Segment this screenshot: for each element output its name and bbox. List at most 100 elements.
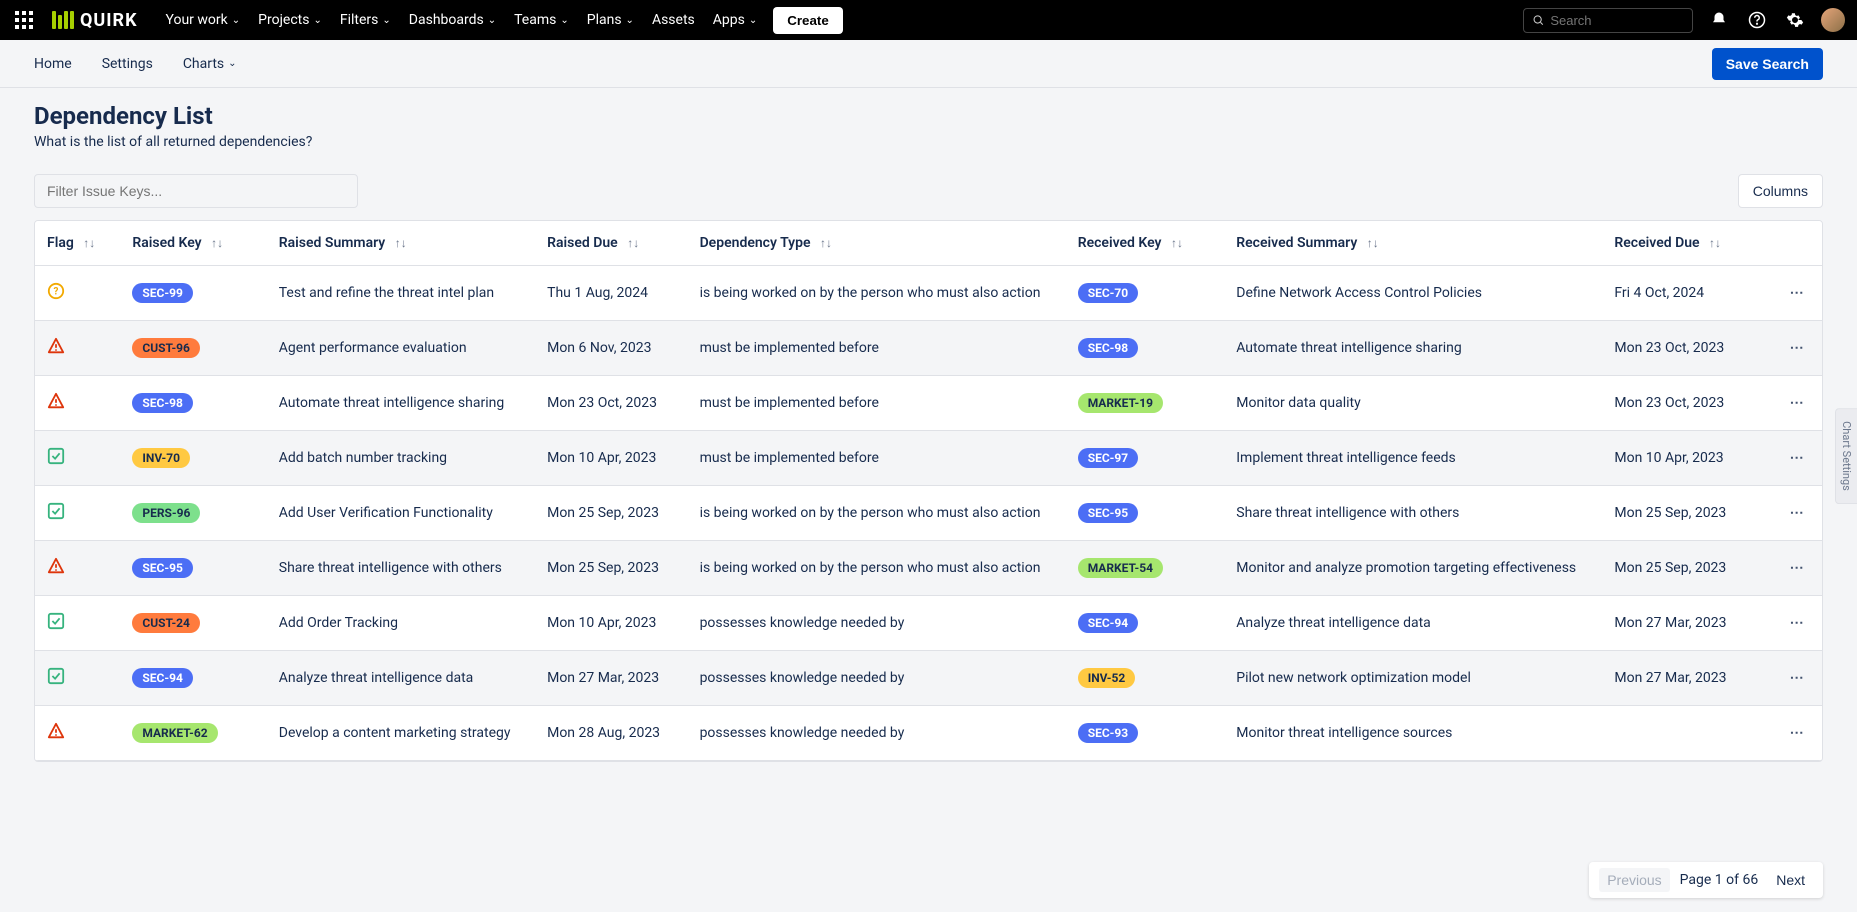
warning-flag-icon — [47, 722, 65, 740]
columns-button[interactable]: Columns — [1738, 174, 1823, 208]
issue-key-badge[interactable]: SEC-93 — [1078, 723, 1139, 743]
issue-key-badge[interactable]: MARKET-19 — [1078, 393, 1163, 413]
received-due: Mon 27 Mar, 2023 — [1602, 651, 1773, 706]
dependency-type: possesses knowledge needed by — [688, 651, 1066, 706]
column-header-raised-due[interactable]: Raised Due ↑↓ — [535, 221, 687, 266]
question-flag-icon: ? — [47, 282, 65, 300]
chevron-down-icon: ⌄ — [228, 58, 236, 69]
row-actions-icon[interactable]: ⋯ — [1790, 395, 1806, 411]
raised-due: Mon 10 Apr, 2023 — [535, 596, 687, 651]
issue-key-badge[interactable]: SEC-98 — [1078, 338, 1139, 358]
column-header-raised-key[interactable]: Raised Key ↑↓ — [120, 221, 266, 266]
previous-button[interactable]: Previous — [1599, 868, 1669, 892]
raised-summary: Add batch number tracking — [267, 431, 535, 486]
subnav-item-charts[interactable]: Charts⌄ — [183, 56, 237, 72]
issue-key-badge[interactable]: SEC-70 — [1078, 283, 1139, 303]
issue-key-badge[interactable]: PERS-96 — [132, 503, 200, 523]
column-header-dependency-type[interactable]: Dependency Type ↑↓ — [688, 221, 1066, 266]
issue-key-badge[interactable]: SEC-95 — [1078, 503, 1139, 523]
received-summary: Monitor data quality — [1224, 376, 1602, 431]
raised-due: Mon 6 Nov, 2023 — [535, 321, 687, 376]
toolbar: Columns — [0, 150, 1857, 220]
row-actions-icon[interactable]: ⋯ — [1790, 615, 1806, 631]
issue-key-badge[interactable]: CUST-96 — [132, 338, 200, 358]
issue-key-badge[interactable]: SEC-99 — [132, 283, 193, 303]
search-input[interactable] — [1550, 13, 1684, 28]
create-button[interactable]: Create — [773, 7, 843, 34]
chart-settings-tab[interactable]: Chart Settings — [1835, 408, 1857, 504]
dependency-type: is being worked on by the person who mus… — [688, 486, 1066, 541]
top-nav: QUIRK Your work⌄ Projects⌄ Filters⌄ Dashboa… — [0, 0, 1857, 40]
issue-key-badge[interactable]: CUST-24 — [132, 613, 200, 633]
row-actions-icon[interactable]: ⋯ — [1790, 725, 1806, 741]
issue-key-badge[interactable]: MARKET-54 — [1078, 558, 1163, 578]
logo[interactable]: QUIRK — [52, 10, 138, 31]
received-due: Mon 23 Oct, 2023 — [1602, 321, 1773, 376]
issue-key-badge[interactable]: SEC-94 — [132, 668, 193, 688]
issue-key-badge[interactable]: INV-52 — [1078, 668, 1136, 688]
issue-key-badge[interactable]: INV-70 — [132, 448, 190, 468]
raised-due: Mon 10 Apr, 2023 — [535, 431, 687, 486]
page-title: Dependency List — [34, 102, 1823, 130]
topnav-item-filters[interactable]: Filters⌄ — [340, 12, 391, 28]
column-header-received-key[interactable]: Received Key ↑↓ — [1066, 221, 1225, 266]
subnav-item-home[interactable]: Home — [34, 56, 72, 72]
subnav-item-settings[interactable]: Settings — [102, 56, 153, 72]
sort-icon: ↑↓ — [1709, 236, 1721, 250]
check-flag-icon — [47, 447, 65, 465]
settings-icon[interactable] — [1783, 8, 1807, 32]
column-header-received-due[interactable]: Received Due ↑↓ — [1602, 221, 1773, 266]
search-box[interactable] — [1523, 8, 1693, 33]
issue-key-badge[interactable]: SEC-97 — [1078, 448, 1139, 468]
dependency-type: must be implemented before — [688, 321, 1066, 376]
warning-flag-icon — [47, 337, 65, 355]
pagination: Previous Page 1 of 66 Next — [1589, 862, 1823, 898]
avatar[interactable] — [1821, 8, 1845, 32]
dependency-type: possesses knowledge needed by — [688, 706, 1066, 761]
issue-key-badge[interactable]: MARKET-62 — [132, 723, 217, 743]
row-actions-icon[interactable]: ⋯ — [1790, 560, 1806, 576]
issue-key-badge[interactable]: SEC-98 — [132, 393, 193, 413]
received-summary: Pilot new network optimization model — [1224, 651, 1602, 706]
column-header-received-summary[interactable]: Received Summary ↑↓ — [1224, 221, 1602, 266]
topnav-item-plans[interactable]: Plans⌄ — [587, 12, 634, 28]
sub-nav: Home Settings Charts⌄ Save Search — [0, 40, 1857, 88]
chevron-down-icon: ⌄ — [232, 15, 240, 26]
chevron-down-icon: ⌄ — [749, 15, 757, 26]
row-actions-icon[interactable]: ⋯ — [1790, 505, 1806, 521]
topnav-item-apps[interactable]: Apps⌄ — [713, 12, 757, 28]
raised-due: Mon 27 Mar, 2023 — [535, 651, 687, 706]
filter-input[interactable] — [34, 174, 358, 208]
row-actions-icon[interactable]: ⋯ — [1790, 285, 1806, 301]
chevron-down-icon: ⌄ — [626, 15, 634, 26]
received-summary: Analyze threat intelligence data — [1224, 596, 1602, 651]
notifications-icon[interactable] — [1707, 8, 1731, 32]
warning-flag-icon — [47, 392, 65, 410]
help-icon[interactable] — [1745, 8, 1769, 32]
row-actions-icon[interactable]: ⋯ — [1790, 450, 1806, 466]
table-row: PERS-96Add User Verification Functionali… — [35, 486, 1822, 541]
topnav-item-projects[interactable]: Projects⌄ — [258, 12, 322, 28]
save-search-button[interactable]: Save Search — [1712, 48, 1823, 80]
table-row: CUST-24Add Order TrackingMon 10 Apr, 202… — [35, 596, 1822, 651]
topnav-item-teams[interactable]: Teams⌄ — [514, 12, 569, 28]
raised-summary: Agent performance evaluation — [267, 321, 535, 376]
raised-due: Thu 1 Aug, 2024 — [535, 266, 687, 321]
table-row: SEC-95Share threat intelligence with oth… — [35, 541, 1822, 596]
topnav-item-dashboards[interactable]: Dashboards⌄ — [409, 12, 496, 28]
raised-due: Mon 25 Sep, 2023 — [535, 486, 687, 541]
row-actions-icon[interactable]: ⋯ — [1790, 670, 1806, 686]
topnav-item-assets[interactable]: Assets — [652, 12, 695, 28]
chevron-down-icon: ⌄ — [382, 15, 390, 26]
column-header-raised-summary[interactable]: Raised Summary ↑↓ — [267, 221, 535, 266]
logo-text: QUIRK — [80, 10, 138, 31]
topnav-item-your-work[interactable]: Your work⌄ — [166, 12, 241, 28]
issue-key-badge[interactable]: SEC-94 — [1078, 613, 1139, 633]
chevron-down-icon: ⌄ — [488, 15, 496, 26]
row-actions-icon[interactable]: ⋯ — [1790, 340, 1806, 356]
dependency-type: must be implemented before — [688, 431, 1066, 486]
app-switcher-icon[interactable] — [12, 8, 36, 32]
next-button[interactable]: Next — [1768, 868, 1813, 892]
issue-key-badge[interactable]: SEC-95 — [132, 558, 193, 578]
column-header-flag[interactable]: Flag ↑↓ — [35, 221, 120, 266]
